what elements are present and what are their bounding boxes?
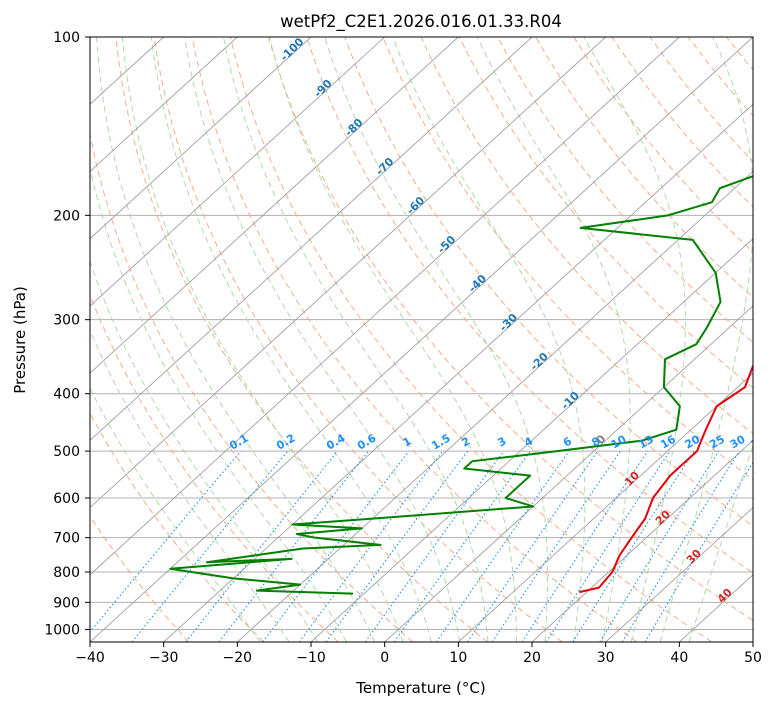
x-tick-label: −30 bbox=[149, 650, 179, 666]
dry-adiabat-line bbox=[497, 37, 753, 344]
dewpoint-profile-line bbox=[169, 175, 753, 595]
moist-adiabat-line bbox=[150, 37, 432, 642]
moist-adiabat-line bbox=[90, 166, 347, 642]
mixing-ratio-line bbox=[262, 450, 410, 642]
moist-adiabat-line bbox=[392, 37, 586, 642]
temperature-profile-line bbox=[579, 363, 753, 594]
moist-adiabat-line bbox=[90, 259, 319, 642]
mixing-ratio-line bbox=[131, 450, 289, 642]
moist-adiabat-line bbox=[268, 37, 517, 642]
y-tick-label: 900 bbox=[53, 595, 80, 611]
dry-adiabat-line bbox=[229, 37, 712, 642]
isotherm-line bbox=[90, 37, 680, 576]
y-tick-label: 200 bbox=[53, 208, 80, 224]
isotherm-line bbox=[90, 37, 606, 509]
grid-layer bbox=[90, 37, 753, 630]
moist-adiabat-line bbox=[659, 37, 753, 642]
y-tick-label: 100 bbox=[53, 30, 80, 46]
y-axis-ticks: 100 200 300 400 500 600 700 800 900 1000 bbox=[44, 30, 90, 638]
y-tick-label: 600 bbox=[53, 491, 80, 507]
mixing-ratio-line bbox=[393, 450, 531, 642]
mixing-ratio-line bbox=[185, 450, 338, 642]
plot-frame bbox=[89, 36, 754, 643]
dry-adiabat-line bbox=[115, 37, 488, 642]
x-tick-label: 50 bbox=[744, 650, 762, 666]
moist-adiabat-line bbox=[688, 444, 753, 642]
y-tick-label: 700 bbox=[53, 531, 80, 547]
mixing-ratio-line bbox=[364, 450, 505, 642]
y-tick-label: 300 bbox=[53, 313, 80, 329]
moist-adiabat-line bbox=[96, 37, 376, 642]
x-tick-label: 0 bbox=[380, 650, 389, 666]
mixing-ratio-line bbox=[325, 450, 468, 642]
mixing-ratio-label: 36 bbox=[748, 432, 768, 451]
dry-adiabat-line bbox=[90, 515, 190, 642]
isotherm-line bbox=[310, 238, 753, 642]
isotherm-line bbox=[90, 37, 533, 441]
x-tick-label: −10 bbox=[296, 650, 326, 666]
dry-adiabat-line bbox=[90, 131, 414, 642]
mixing-ratio-line bbox=[298, 450, 444, 642]
moist-adiabats bbox=[90, 37, 753, 642]
isotherm-line bbox=[90, 37, 753, 642]
dry-adiabat-line bbox=[306, 37, 753, 574]
mixing-ratio-line bbox=[90, 450, 242, 633]
dry-adiabat-line bbox=[90, 412, 264, 642]
isotherm-line bbox=[384, 305, 753, 642]
mixing-ratio-lines bbox=[90, 450, 753, 642]
moist-adiabat-line bbox=[90, 329, 290, 642]
x-tick-label: 20 bbox=[523, 650, 541, 666]
series-layer bbox=[169, 175, 753, 595]
moist-adiabat-line bbox=[184, 37, 461, 642]
y-tick-label: 1000 bbox=[44, 622, 80, 638]
y-tick-label: 800 bbox=[53, 565, 80, 581]
moist-adiabat-line bbox=[583, 37, 686, 642]
isotherm-line bbox=[90, 37, 385, 307]
moist-adiabat-line bbox=[121, 37, 404, 642]
chart-title: wetPf2_C2E1.2026.016.01.33.R04 bbox=[280, 12, 562, 32]
isotherm-line bbox=[90, 37, 312, 240]
dry-adiabat-line bbox=[153, 37, 563, 642]
isotherm-line bbox=[605, 506, 753, 642]
mixing-ratio-line bbox=[545, 450, 671, 642]
x-tick-label: 10 bbox=[449, 650, 467, 666]
isotherm-line bbox=[163, 103, 753, 642]
mixing-ratio-line bbox=[572, 450, 695, 642]
mixing-ratio-line bbox=[521, 450, 649, 642]
moist-adiabat-line bbox=[324, 37, 549, 642]
x-axis-ticks: −40 −30 −20 −10 0 10 20 30 40 50 bbox=[75, 642, 762, 666]
isotherm-line bbox=[531, 439, 753, 642]
y-tick-label: 500 bbox=[53, 444, 80, 460]
y-tick-label: 400 bbox=[53, 387, 80, 403]
x-tick-label: 40 bbox=[670, 650, 688, 666]
x-tick-label: −20 bbox=[223, 650, 253, 666]
isotherm-line bbox=[90, 37, 459, 374]
x-tick-label: 30 bbox=[597, 650, 615, 666]
mixing-ratio-line bbox=[621, 450, 740, 642]
mixing-ratio-line bbox=[491, 450, 621, 642]
x-tick-label: −40 bbox=[75, 650, 105, 666]
dry-adiabat-line bbox=[268, 37, 753, 622]
moist-adiabat-line bbox=[222, 37, 489, 642]
dry-adiabat-line bbox=[535, 37, 753, 298]
moist-adiabat-line bbox=[90, 387, 261, 642]
isotherm-line bbox=[458, 372, 753, 642]
x-axis-label: Temperature (°C) bbox=[355, 679, 485, 697]
mixing-ratio-line bbox=[467, 450, 599, 642]
isotherm-line bbox=[90, 37, 238, 173]
mixing-ratio-line bbox=[435, 450, 570, 642]
y-axis-label: Pressure (hPa) bbox=[11, 286, 29, 394]
moist-adiabat-line bbox=[476, 37, 631, 642]
